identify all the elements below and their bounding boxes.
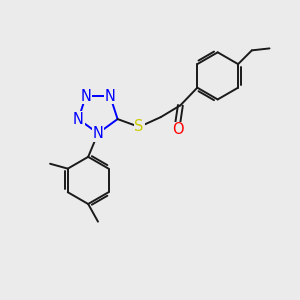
Text: N: N [92, 126, 104, 141]
Text: N: N [80, 88, 91, 104]
Text: N: N [105, 88, 116, 104]
Text: O: O [172, 122, 183, 137]
Text: S: S [134, 119, 144, 134]
Text: N: N [73, 112, 84, 127]
